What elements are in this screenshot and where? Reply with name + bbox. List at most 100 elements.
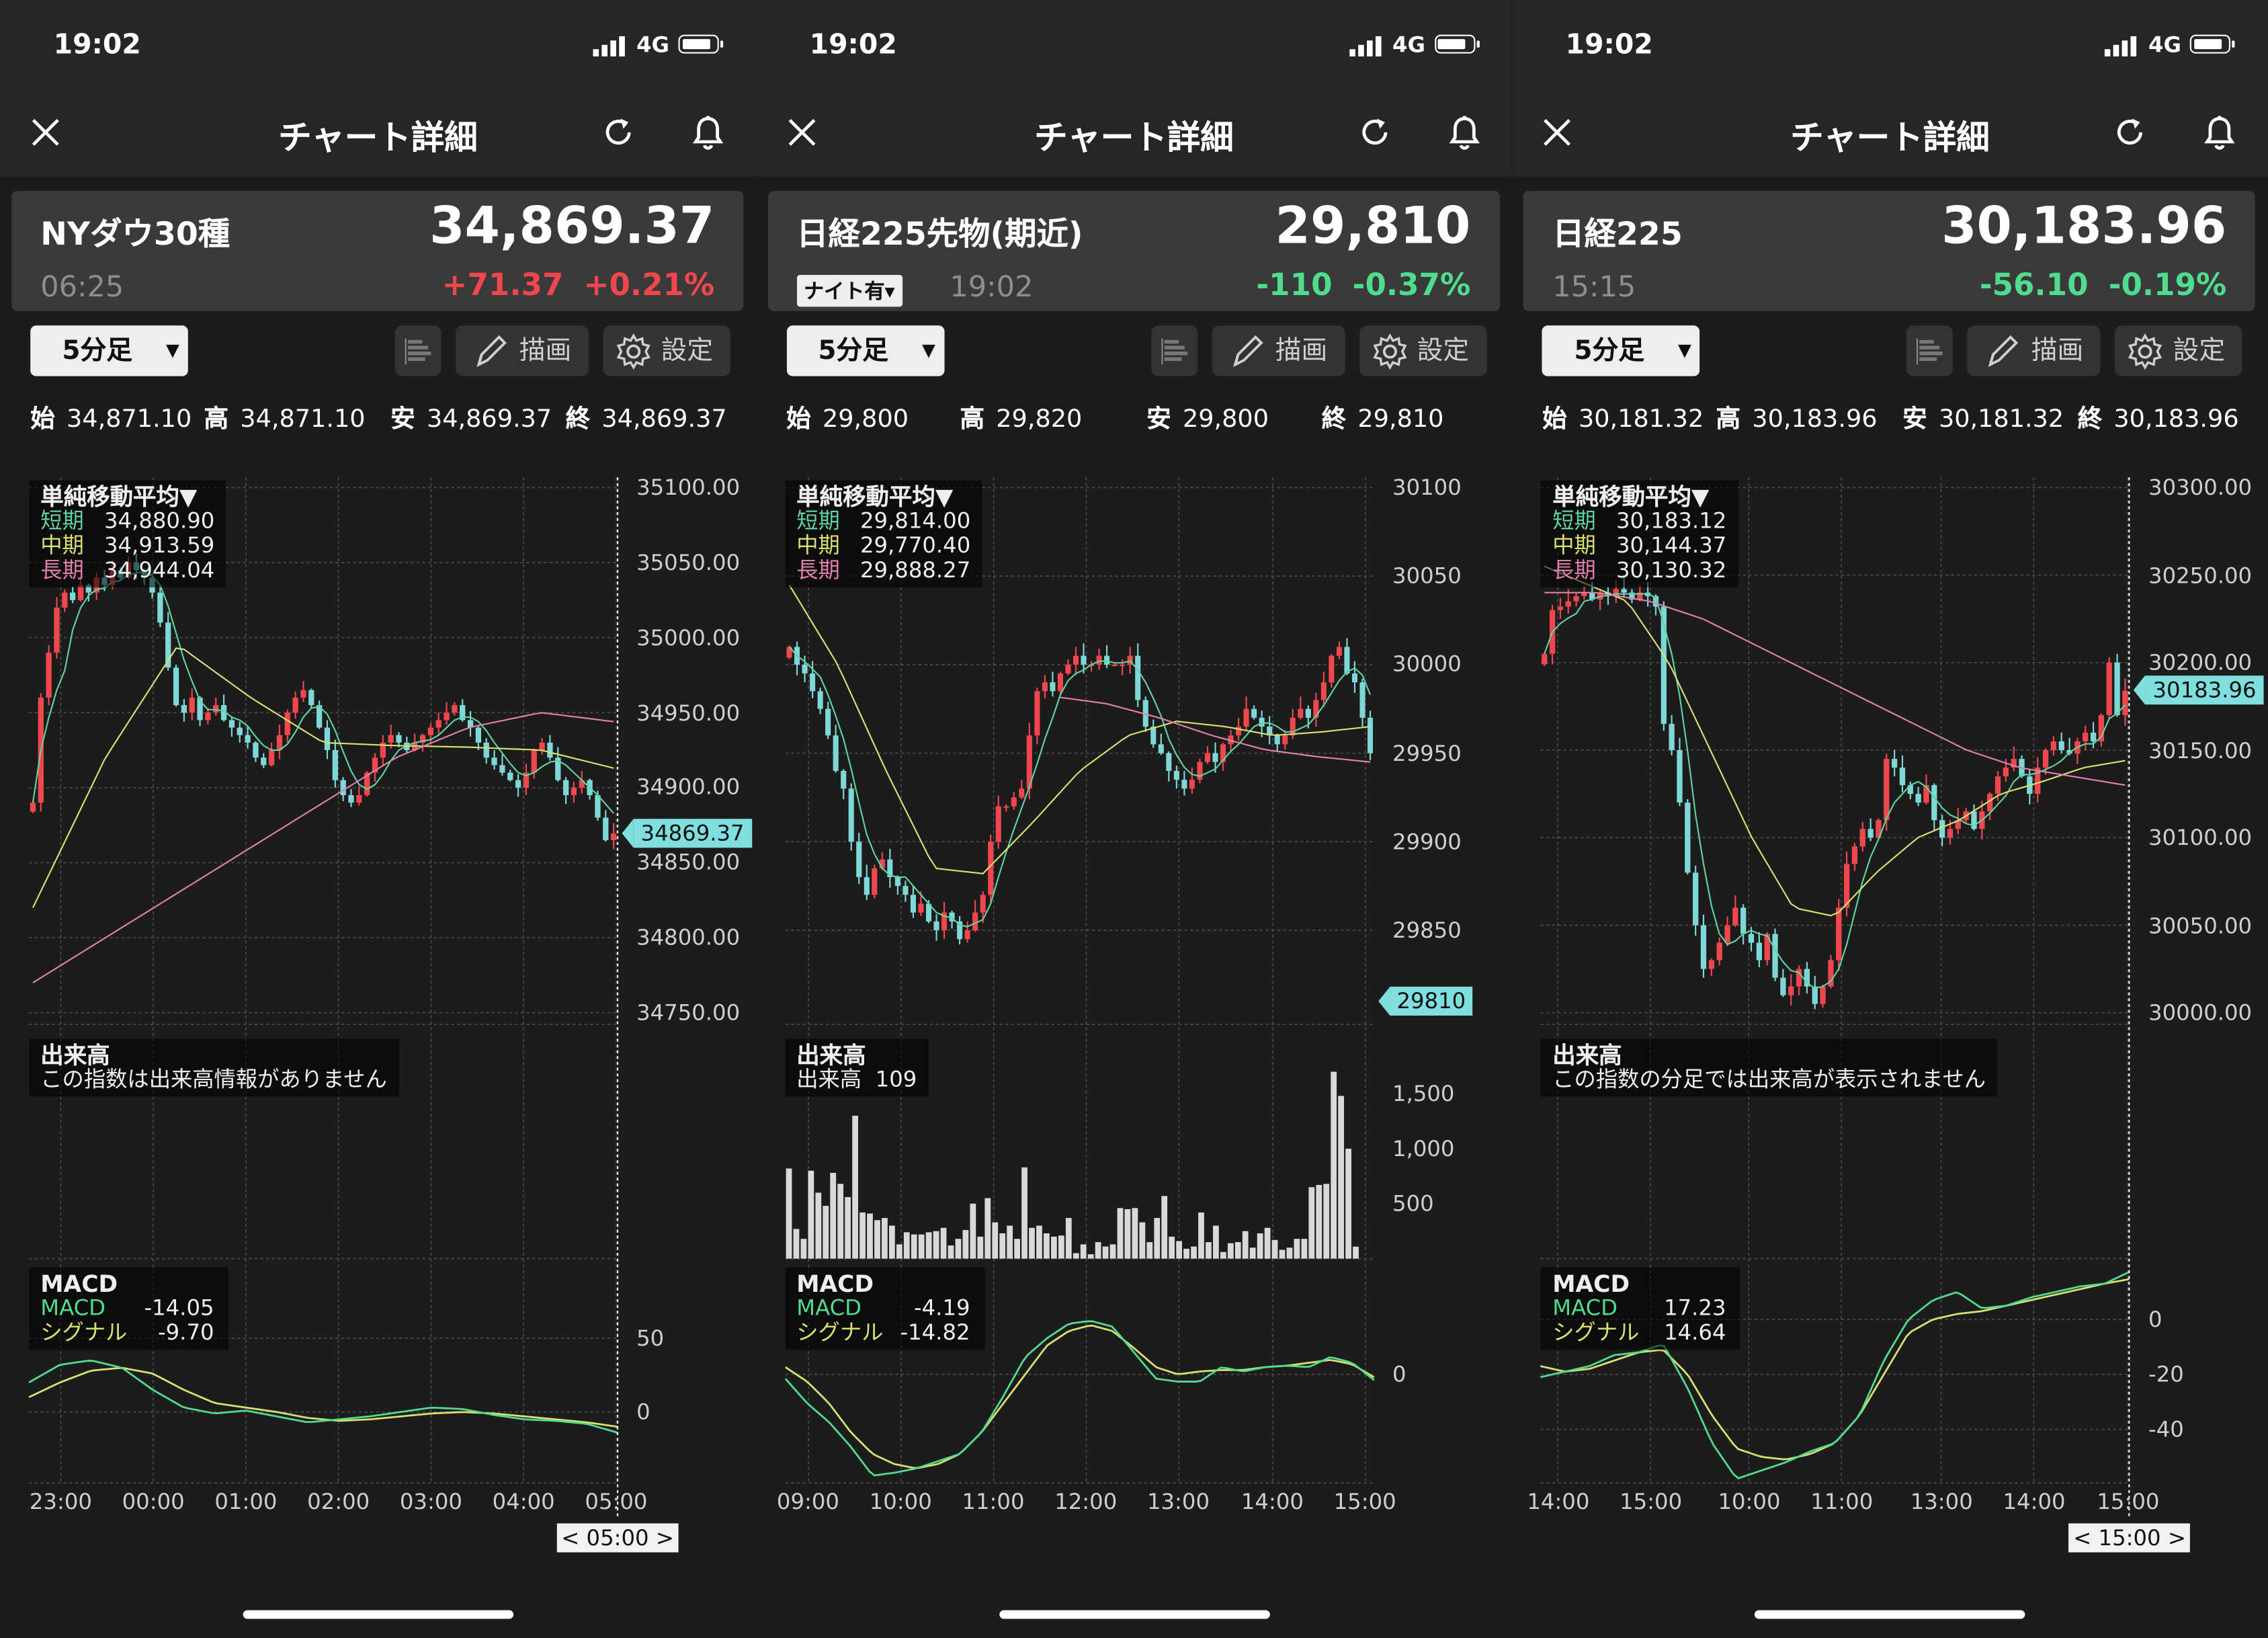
page-title: チャート詳細: [278, 120, 478, 158]
candle-body: [1026, 735, 1032, 789]
candlestick: [1073, 647, 1079, 675]
sma-title: 単純移動平均▼: [796, 483, 954, 511]
macd-axis-label: 0: [636, 1399, 650, 1426]
refresh-icon[interactable]: [601, 116, 635, 149]
candle-body: [2115, 662, 2121, 715]
indicator-list-button[interactable]: [394, 325, 442, 376]
candle-body: [1581, 592, 1588, 596]
candlestick: [1987, 792, 1994, 821]
draw-button[interactable]: 描画: [456, 325, 589, 376]
candle-body: [1111, 664, 1117, 666]
candle-body: [340, 780, 346, 796]
home-indicator[interactable]: [999, 1610, 1270, 1619]
sma-mid-value: 34,913.59: [103, 532, 215, 559]
volume-label: 出来高: [796, 1066, 862, 1093]
close-icon[interactable]: [1544, 118, 1571, 146]
settings-button[interactable]: 設定: [1359, 325, 1486, 376]
ohlc-label: 高: [204, 405, 229, 434]
macd-legend: MACD MACD -14.05 シグナル -9.70: [29, 1267, 229, 1350]
candle-body: [1972, 811, 1978, 829]
sma-mid-row: 中期 29,770.40: [796, 533, 970, 559]
candlestick: [1328, 654, 1334, 688]
ohlc-value: 29,820: [996, 405, 1083, 434]
refresh-icon[interactable]: [1357, 116, 1391, 149]
sma-short-row: 短期 30,183.12: [1552, 509, 1726, 534]
candle-body: [1258, 717, 1264, 727]
ohlc-low: 安 30,181.32: [1902, 398, 2064, 434]
candlestick: [300, 681, 306, 702]
candle-body: [886, 859, 892, 877]
volume-bar: [1161, 1196, 1167, 1259]
draw-button[interactable]: 描画: [1967, 325, 2101, 376]
timeframe-dropdown[interactable]: 5分足 ▼: [1542, 325, 1700, 376]
macd-label: MACD: [40, 1295, 106, 1321]
crosshair-time-label[interactable]: < 05:00 >: [556, 1523, 679, 1553]
candle-body: [1119, 664, 1125, 666]
price-chart[interactable]: [1512, 0, 2268, 1638]
candlestick: [1212, 742, 1218, 773]
volume-bar: [1050, 1236, 1057, 1259]
candle-body: [261, 757, 267, 766]
bell-icon[interactable]: [691, 114, 725, 152]
price-chart[interactable]: [0, 0, 756, 1638]
candlestick: [205, 708, 211, 725]
sma-legend[interactable]: 単純移動平均▼ 短期 30,183.12 中期 30,144.37 長期 30,130…: [1541, 480, 1738, 587]
settings-button[interactable]: 設定: [2115, 325, 2242, 376]
chevron-down-icon: ▼: [166, 339, 179, 360]
time-axis-label: 10:00: [1718, 1488, 1781, 1515]
refresh-icon[interactable]: [2113, 116, 2147, 149]
indicator-list-button[interactable]: [1150, 325, 1198, 376]
candlestick: [2083, 725, 2089, 751]
ohlc-close: 終 34,869.37: [566, 398, 727, 434]
candlestick: [1049, 671, 1055, 697]
candle-body: [1630, 592, 1636, 600]
candle-body: [1685, 803, 1691, 873]
sma-short-value: 29,814.00: [859, 507, 971, 534]
candlestick: [995, 795, 1001, 849]
candlestick: [54, 597, 60, 659]
signal-icon: [593, 36, 625, 56]
volume-bar: [1352, 1246, 1359, 1259]
ohlc-label: 終: [1321, 405, 1347, 434]
session-selector[interactable]: ナイト有▾: [796, 274, 902, 307]
sma-legend[interactable]: 単純移動平均▼ 短期 29,814.00 中期 29,770.40 長期 29,888…: [785, 480, 982, 587]
candlestick: [964, 921, 970, 943]
timeframe-dropdown[interactable]: 5分足 ▼: [786, 325, 944, 376]
bell-icon[interactable]: [2203, 114, 2237, 152]
candle-body: [964, 930, 970, 940]
time-axis-label: 14:00: [1241, 1488, 1304, 1515]
candle-body: [995, 806, 1001, 842]
candle-body: [1987, 794, 1994, 812]
volume-bar: [844, 1196, 851, 1259]
candlestick: [324, 720, 331, 760]
candle-body: [2035, 768, 2042, 794]
price-axis-label: 29950: [1392, 740, 1462, 766]
candle-body: [1884, 759, 1890, 821]
home-indicator[interactable]: [243, 1610, 514, 1619]
candlestick: [1064, 659, 1070, 675]
indicator-list-button[interactable]: [1906, 325, 1954, 376]
close-icon[interactable]: [788, 118, 815, 146]
draw-button[interactable]: 描画: [1211, 325, 1345, 376]
settings-button[interactable]: 設定: [603, 325, 730, 376]
macd-row: MACD 17.23: [1552, 1295, 1726, 1321]
crosshair-time-label[interactable]: < 15:00 >: [2068, 1523, 2191, 1553]
bell-icon[interactable]: [1447, 114, 1481, 152]
volume-bar: [866, 1213, 873, 1259]
candle-body: [1725, 925, 1731, 943]
candlestick: [1273, 733, 1279, 751]
sma-legend[interactable]: 単純移動平均▼ 短期 34,880.90 中期 34,913.59 長期 34,944…: [29, 480, 226, 587]
macd-axis-label: -40: [2148, 1416, 2184, 1442]
time-axis-label: 00:00: [122, 1488, 185, 1515]
volume-bar: [939, 1227, 946, 1259]
price-axis-label: 34850.00: [636, 850, 741, 876]
home-indicator[interactable]: [1755, 1610, 2026, 1619]
candle-body: [1134, 655, 1140, 700]
candlestick: [1542, 652, 1548, 667]
timeframe-dropdown[interactable]: 5分足 ▼: [30, 325, 188, 376]
ohlc-low: 安 34,869.37: [390, 398, 552, 434]
price-chart[interactable]: [756, 0, 1512, 1638]
close-icon[interactable]: [32, 118, 59, 146]
volume-title: 出来高: [796, 1041, 866, 1069]
candle-body: [1740, 907, 1747, 934]
